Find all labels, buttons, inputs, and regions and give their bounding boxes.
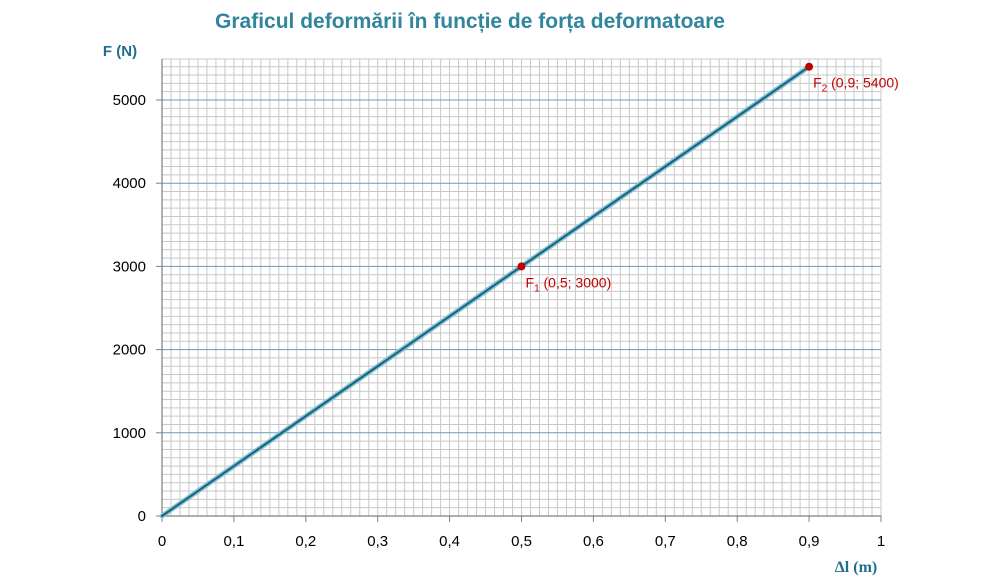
tick-labels: 0 0,1 0,2 0,3 0,4 0,5 0,6 0,7 0,8 0,9 1 0 1000 2000 30… (113, 92, 886, 550)
point-label: F2 (0,9; 5400) (813, 75, 899, 95)
minor-grid (162, 58, 882, 516)
x-tick-label: 0,2 (295, 533, 316, 550)
y-tick-label: 5000 (113, 92, 146, 109)
x-tick-label: 0,1 (223, 533, 244, 550)
y-axis-label: F (N) (103, 43, 137, 60)
x-tick-label: 0 (158, 533, 166, 550)
data-point (517, 262, 526, 271)
x-axis-label: Δl (m) (835, 559, 877, 576)
y-tick-label: 2000 (113, 342, 146, 359)
x-tick-label: 0,3 (367, 533, 388, 550)
axes (156, 59, 882, 522)
x-tick-label: 0,5 (511, 533, 532, 550)
x-tick-label: 0,9 (799, 533, 820, 550)
y-tick-label: 3000 (113, 258, 146, 275)
y-tick-label: 4000 (113, 175, 146, 192)
x-tick-label: 0,4 (439, 533, 460, 550)
y-tick-label: 0 (138, 508, 146, 525)
x-tick-label: 0,8 (727, 533, 748, 550)
x-tick-label: 0,6 (583, 533, 604, 550)
x-tick-label: 0,7 (655, 533, 676, 550)
point-label: F1 (0,5; 3000) (526, 274, 612, 294)
x-tick-label: 1 (877, 533, 885, 550)
chart-title: Graficul deformării în funcție de forța … (215, 10, 725, 33)
data-point (805, 62, 814, 71)
series-line (161, 65, 811, 517)
series-layer (159, 64, 812, 519)
annotations-layer: F1 (0,5; 3000) F2 (0,9; 5400) (517, 62, 899, 294)
y-tick-label: 1000 (113, 425, 146, 442)
